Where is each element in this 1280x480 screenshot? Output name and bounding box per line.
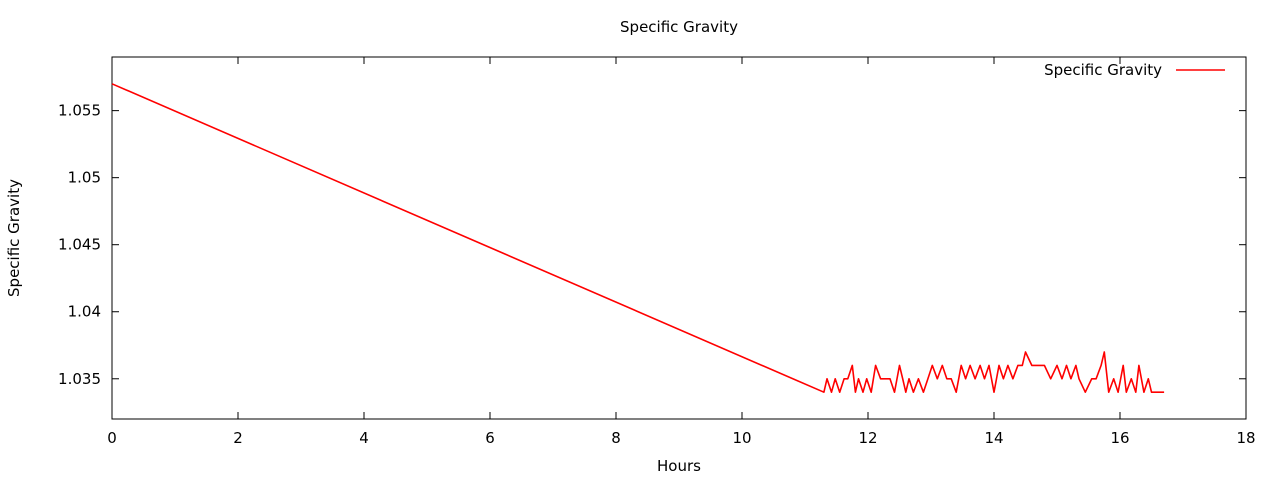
x-tick-label: 16 [1110,429,1129,447]
y-tick-label: 1.055 [58,102,101,120]
x-tick-label: 18 [1236,429,1255,447]
y-tick-label: 1.045 [58,236,101,254]
x-axis: 0 2 4 6 8 10 12 14 16 18 [107,57,1256,447]
y-tick-label: 1.05 [68,169,101,187]
legend-entry-specific-gravity: Specific Gravity [1044,61,1162,79]
legend: Specific Gravity [1044,61,1225,79]
x-axis-label: Hours [657,457,701,475]
x-tick-label: 2 [233,429,243,447]
y-axis: 1.035 1.04 1.045 1.05 1.055 [58,102,1246,388]
chart-title: Specific Gravity [620,18,738,36]
x-tick-label: 8 [611,429,621,447]
x-tick-label: 12 [858,429,877,447]
y-axis-label: Specific Gravity [5,179,23,297]
x-tick-label: 10 [732,429,751,447]
y-tick-label: 1.035 [58,370,101,388]
series-line-specific-gravity [111,83,1165,394]
x-tick-label: 0 [107,429,117,447]
x-tick-label: 4 [359,429,369,447]
x-tick-label: 14 [984,429,1003,447]
plot-area-frame [111,56,1247,420]
y-tick-label: 1.04 [68,303,101,321]
x-tick-label: 6 [485,429,495,447]
